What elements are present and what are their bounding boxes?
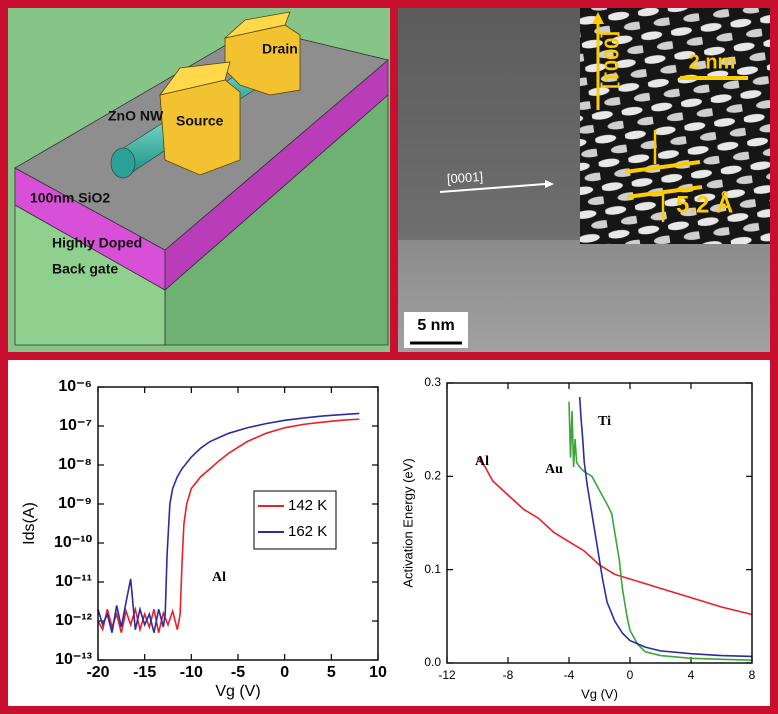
series-label: Au	[545, 462, 563, 477]
x-tick-label: 8	[749, 668, 756, 682]
x-tick-label: -10	[180, 664, 203, 681]
y-tick-label: 10⁻¹³	[55, 651, 92, 668]
x-tick-label: 5	[327, 664, 336, 681]
y-tick-label: 10⁻⁹	[58, 495, 92, 512]
chart: 0.0 0.1 0.2 0.3 -12 -8 -4 0 4 8 Vg (V) Activation E…	[400, 375, 755, 701]
y-tick-label: 10⁻¹²	[55, 612, 92, 629]
legend-label: 162 K	[288, 523, 327, 540]
micrograph: [0001] [0001] 2 nm 5.2 Å 5 nm	[398, 8, 770, 352]
diagram-label: Highly Doped	[52, 235, 142, 251]
device-diagram: Drain ZnO NW Source 100nm SiO2 Highly Do…	[8, 8, 390, 352]
x-tick-label: 0	[627, 668, 634, 682]
x-axis-label: Vg (V)	[215, 683, 260, 700]
diagram-label: Back gate	[52, 261, 118, 277]
diagram-label: Source	[176, 113, 224, 129]
series-label: Ti	[598, 414, 611, 429]
y-tick-label: 0.0	[424, 655, 441, 669]
y-tick-label: 0.1	[424, 562, 441, 576]
diagram-label: Drain	[262, 41, 298, 57]
x-axis-label: Vg (V)	[581, 686, 618, 701]
y-tick-label: 10⁻⁸	[58, 456, 92, 473]
diagram-label: 100nm SiO2	[30, 190, 110, 206]
x-tick-label: -15	[133, 664, 156, 681]
legend	[253, 490, 337, 550]
x-tick-label: -12	[438, 668, 456, 682]
legend-label: 142 K	[288, 497, 327, 514]
x-tick-label: -5	[231, 664, 245, 681]
annotation: Al	[212, 570, 226, 585]
inset-scale-label: 2 nm	[689, 51, 736, 73]
data-line	[568, 401, 753, 661]
x-tick-label: 4	[688, 668, 695, 682]
y-tick-label: 10⁻⁷	[59, 417, 92, 434]
y-tick-label: 10⁻¹⁰	[54, 534, 93, 551]
y-tick-label: 0.3	[424, 375, 441, 389]
x-tick-label: -4	[564, 668, 575, 682]
y-axis-label: Activation Energy (eV)	[400, 458, 415, 587]
y-axis-label: Ids(A)	[21, 502, 38, 545]
plot-frame	[446, 382, 753, 664]
x-tick-label: 0	[280, 664, 289, 681]
x-tick-label: -20	[86, 664, 109, 681]
plot-frame	[97, 386, 379, 661]
y-tick-label: 10⁻⁶	[58, 378, 92, 395]
spacing-label: 5.2 Å	[676, 190, 733, 218]
charts-background	[8, 360, 770, 706]
inset-direction-label: [0001]	[600, 31, 622, 89]
data-line	[97, 412, 360, 633]
direction-label: [0001]	[446, 169, 483, 186]
diagram-label: ZnO NW	[108, 108, 164, 124]
chart: 10⁻¹³ 10⁻¹² 10⁻¹¹ 10⁻¹⁰ 10⁻⁹ 10⁻⁸ 10⁻⁷ 10⁻⁶ -20 -…	[21, 378, 387, 700]
y-tick-label: 0.2	[424, 469, 441, 483]
scale-label: 5 nm	[417, 317, 454, 334]
data-line	[476, 457, 753, 616]
x-tick-label: 10	[369, 664, 387, 681]
y-tick-label: 10⁻¹¹	[55, 573, 92, 590]
x-tick-label: -8	[503, 668, 514, 682]
series-label: Al	[475, 454, 489, 469]
data-line	[97, 418, 360, 633]
data-line	[578, 396, 753, 658]
